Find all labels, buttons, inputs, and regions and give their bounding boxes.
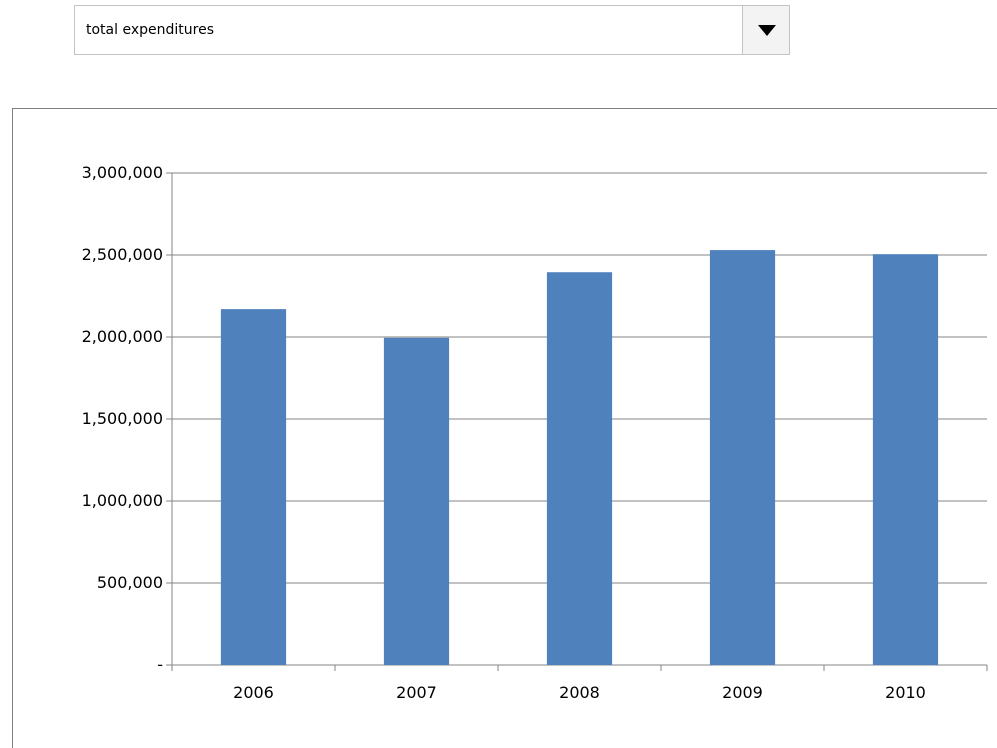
bar <box>709 250 776 665</box>
x-tick-label: 2006 <box>233 683 274 702</box>
y-tick-label: - <box>157 655 163 674</box>
x-tick-label: 2010 <box>885 683 926 702</box>
y-tick-label: 1,500,000 <box>82 409 163 428</box>
bar-chart: - 500,000 1,000,000 1,500,000 2,000,000 2,500… <box>82 163 988 702</box>
y-tick-label: 2,500,000 <box>82 245 163 264</box>
bar <box>872 254 939 665</box>
chevron-down-icon <box>758 25 776 36</box>
y-tick-label: 3,000,000 <box>82 163 163 182</box>
metric-select-button[interactable] <box>742 6 789 54</box>
x-tick-label: 2009 <box>722 683 763 702</box>
x-tick-label: 2007 <box>396 683 437 702</box>
chart-area <box>12 108 997 748</box>
bar <box>383 337 450 665</box>
metric-select[interactable]: total expenditures <box>74 5 790 55</box>
y-tick-label: 1,000,000 <box>82 491 163 510</box>
bar <box>220 309 287 665</box>
bar <box>546 272 613 665</box>
x-tick-label: 2008 <box>559 683 600 702</box>
metric-select-value: total expenditures <box>86 22 214 38</box>
y-tick-label: 500,000 <box>97 573 163 592</box>
y-tick-label: 2,000,000 <box>82 327 163 346</box>
